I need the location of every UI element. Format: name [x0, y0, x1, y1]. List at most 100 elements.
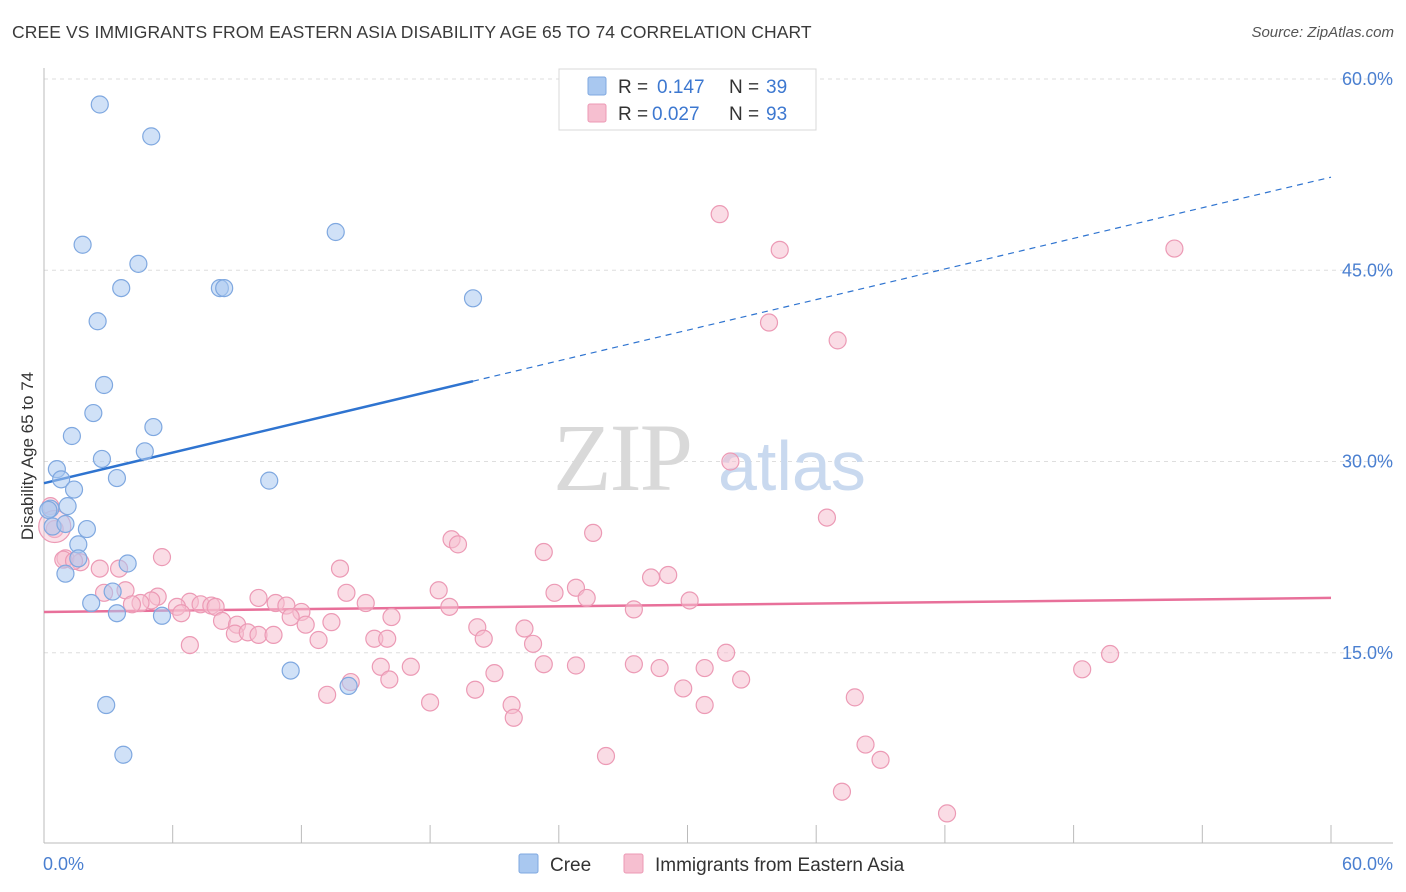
- legend-swatch-immigrants: [587, 103, 607, 123]
- immigrants-point-6: [817, 508, 837, 527]
- cree-point-33: [152, 606, 172, 625]
- bottom-legend-immigrants: Immigrants from Eastern Asia: [655, 855, 905, 876]
- immigrants-point-75: [380, 670, 399, 689]
- immigrants-point-70: [650, 658, 669, 678]
- cree-point-0: [90, 95, 109, 114]
- cree-point-9: [88, 312, 107, 331]
- immigrants-point-60: [523, 634, 543, 653]
- bottom-legend: Cree Immigrants from Eastern Asia: [518, 853, 905, 876]
- immigrants-point-79: [845, 688, 864, 707]
- immigrants-point-2: [1165, 239, 1184, 258]
- immigrants-point-15: [90, 559, 109, 578]
- x-tick-labels: 0.0% 60.0%: [43, 854, 1393, 874]
- chart-title: CREE VS IMMIGRANTS FROM EASTERN ASIA DIS…: [12, 22, 812, 42]
- immigrants-point-47: [212, 611, 232, 630]
- legend-r-label-immigrants: R =: [618, 104, 648, 125]
- immigrants-point-26: [577, 588, 596, 608]
- immigrants-point-64: [401, 657, 420, 676]
- cree-point-7: [326, 222, 345, 242]
- immigrants-point-5: [721, 452, 740, 471]
- cree-point-12: [62, 426, 81, 446]
- legend-n-value-immigrants: 93: [766, 104, 787, 125]
- source-label: Source: ZipAtlas.com: [1251, 24, 1394, 41]
- immigrants-point-32: [122, 595, 142, 614]
- immigrants-point-45: [382, 607, 401, 627]
- cree-trend-line-projection: [472, 176, 1332, 382]
- immigrants-point-71: [1073, 660, 1092, 679]
- cree-point-24: [56, 514, 75, 534]
- cree-point-17: [52, 470, 71, 489]
- cree-point-10: [94, 375, 114, 395]
- immigrants-point-10: [534, 542, 553, 562]
- immigrants-point-59: [309, 630, 328, 650]
- immigrants-point-58: [474, 629, 493, 648]
- cree-point-36: [97, 695, 116, 715]
- immigrants-point-3: [759, 313, 779, 332]
- cree-point-30: [103, 582, 122, 601]
- cree-points: [39, 95, 483, 764]
- immigrants-point-82: [695, 695, 714, 715]
- immigrants-point-34: [356, 593, 375, 613]
- immigrants-point-84: [596, 746, 616, 766]
- cree-point-8: [463, 289, 483, 308]
- immigrants-point-68: [624, 655, 643, 674]
- immigrants-point-0: [710, 205, 729, 224]
- immigrants-point-9: [448, 535, 468, 554]
- immigrants-point-73: [732, 670, 751, 689]
- y-axis-title: Disability Age 65 to 74: [18, 372, 37, 540]
- immigrants-point-63: [1100, 644, 1120, 664]
- immigrants-point-55: [264, 625, 283, 645]
- immigrants-point-80: [421, 693, 440, 712]
- immigrants-point-4: [828, 331, 847, 350]
- cree-point-32: [107, 604, 127, 623]
- cree-point-13: [144, 417, 163, 437]
- immigrants-point-88: [937, 804, 957, 823]
- cree-point-31: [82, 593, 101, 613]
- immigrants-point-76: [466, 680, 485, 699]
- cree-point-4: [112, 279, 131, 298]
- immigrants-point-65: [371, 657, 390, 676]
- cree-point-6: [215, 279, 234, 298]
- trend-lines: [43, 176, 1332, 614]
- axes: [43, 68, 1393, 844]
- immigrants-point-67: [566, 656, 586, 675]
- bottom-legend-swatch-immigrants: [623, 853, 644, 874]
- immigrants-point-57: [378, 629, 397, 648]
- immigrants-point-22: [337, 583, 356, 602]
- immigrants-point-20: [429, 581, 448, 600]
- immigrants-point-16: [330, 559, 350, 578]
- cree-point-35: [339, 676, 358, 696]
- cree-point-3: [129, 254, 148, 273]
- immigrants-point-17: [659, 565, 678, 585]
- cree-point-34: [281, 661, 300, 680]
- cree-point-15: [92, 449, 112, 469]
- immigrants-point-66: [534, 655, 553, 674]
- cree-point-21: [58, 497, 77, 516]
- immigrants-point-11: [152, 548, 172, 567]
- watermark-zip: ZIP: [553, 404, 691, 511]
- cree-point-37: [114, 745, 133, 764]
- legend-n-value-cree: 39: [766, 77, 787, 98]
- watermark-atlas: atlas: [718, 427, 866, 505]
- immigrants-point-18: [641, 568, 661, 587]
- immigrants-point-7: [584, 523, 603, 543]
- immigrants-point-62: [717, 643, 736, 662]
- bottom-legend-cree: Cree: [550, 855, 591, 876]
- x-tick-label-0: 0.0%: [43, 854, 84, 874]
- legend-r-value-cree: 0.147: [657, 77, 705, 98]
- cree-point-27: [69, 549, 88, 568]
- legend-r-value-immigrants: 0.027: [652, 104, 700, 125]
- x-tick-label-1: 60.0%: [1342, 854, 1393, 874]
- immigrants-point-69: [695, 658, 714, 678]
- immigrants-point-87: [832, 782, 852, 801]
- cree-point-29: [56, 564, 75, 583]
- cree-point-11: [84, 403, 103, 423]
- cree-point-19: [107, 468, 127, 488]
- y-tick-label-3: 60.0%: [1342, 69, 1393, 89]
- bottom-legend-swatch-cree: [518, 853, 539, 874]
- immigrants-point-48: [296, 615, 315, 634]
- immigrants-point-83: [504, 708, 523, 727]
- grid-lines: [44, 78, 1393, 654]
- immigrants-point-51: [515, 619, 534, 638]
- immigrants-point-85: [856, 735, 875, 754]
